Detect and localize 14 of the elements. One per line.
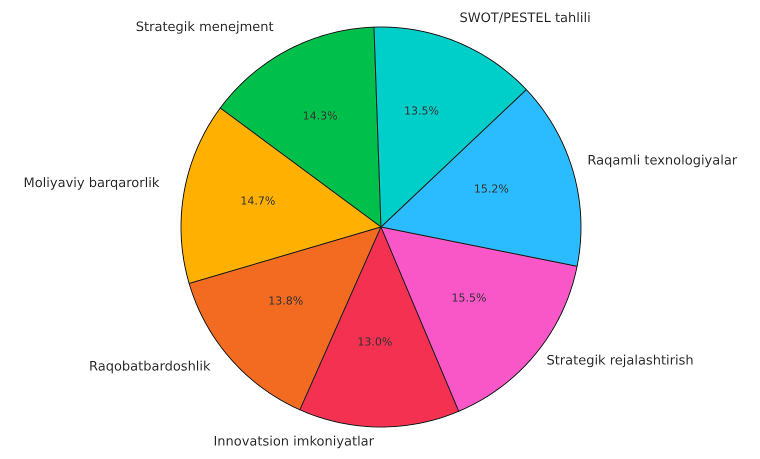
slice-label: Moliyaviy barqarorlik <box>24 176 160 192</box>
data-label: 14.7% <box>240 194 276 208</box>
slice-label: Strategik menejment <box>136 20 274 35</box>
slice-label: Innovatsion imkoniyatlar <box>213 434 375 450</box>
slice-label: Raqobatbardoshlik <box>89 360 212 375</box>
slice-label: Strategik rejalashtirish <box>546 354 694 369</box>
data-label: 15.2% <box>474 182 509 196</box>
data-label: 13.8% <box>268 294 304 308</box>
slice-label: SWOT/PESTEL tahlili <box>459 10 591 26</box>
data-label: 15.5% <box>451 291 486 304</box>
data-label: 13.0% <box>357 335 392 348</box>
slice-label: Raqamli texnologiyalar <box>587 154 738 169</box>
data-label: 13.5% <box>404 104 440 118</box>
data-label: 14.3% <box>302 109 338 122</box>
